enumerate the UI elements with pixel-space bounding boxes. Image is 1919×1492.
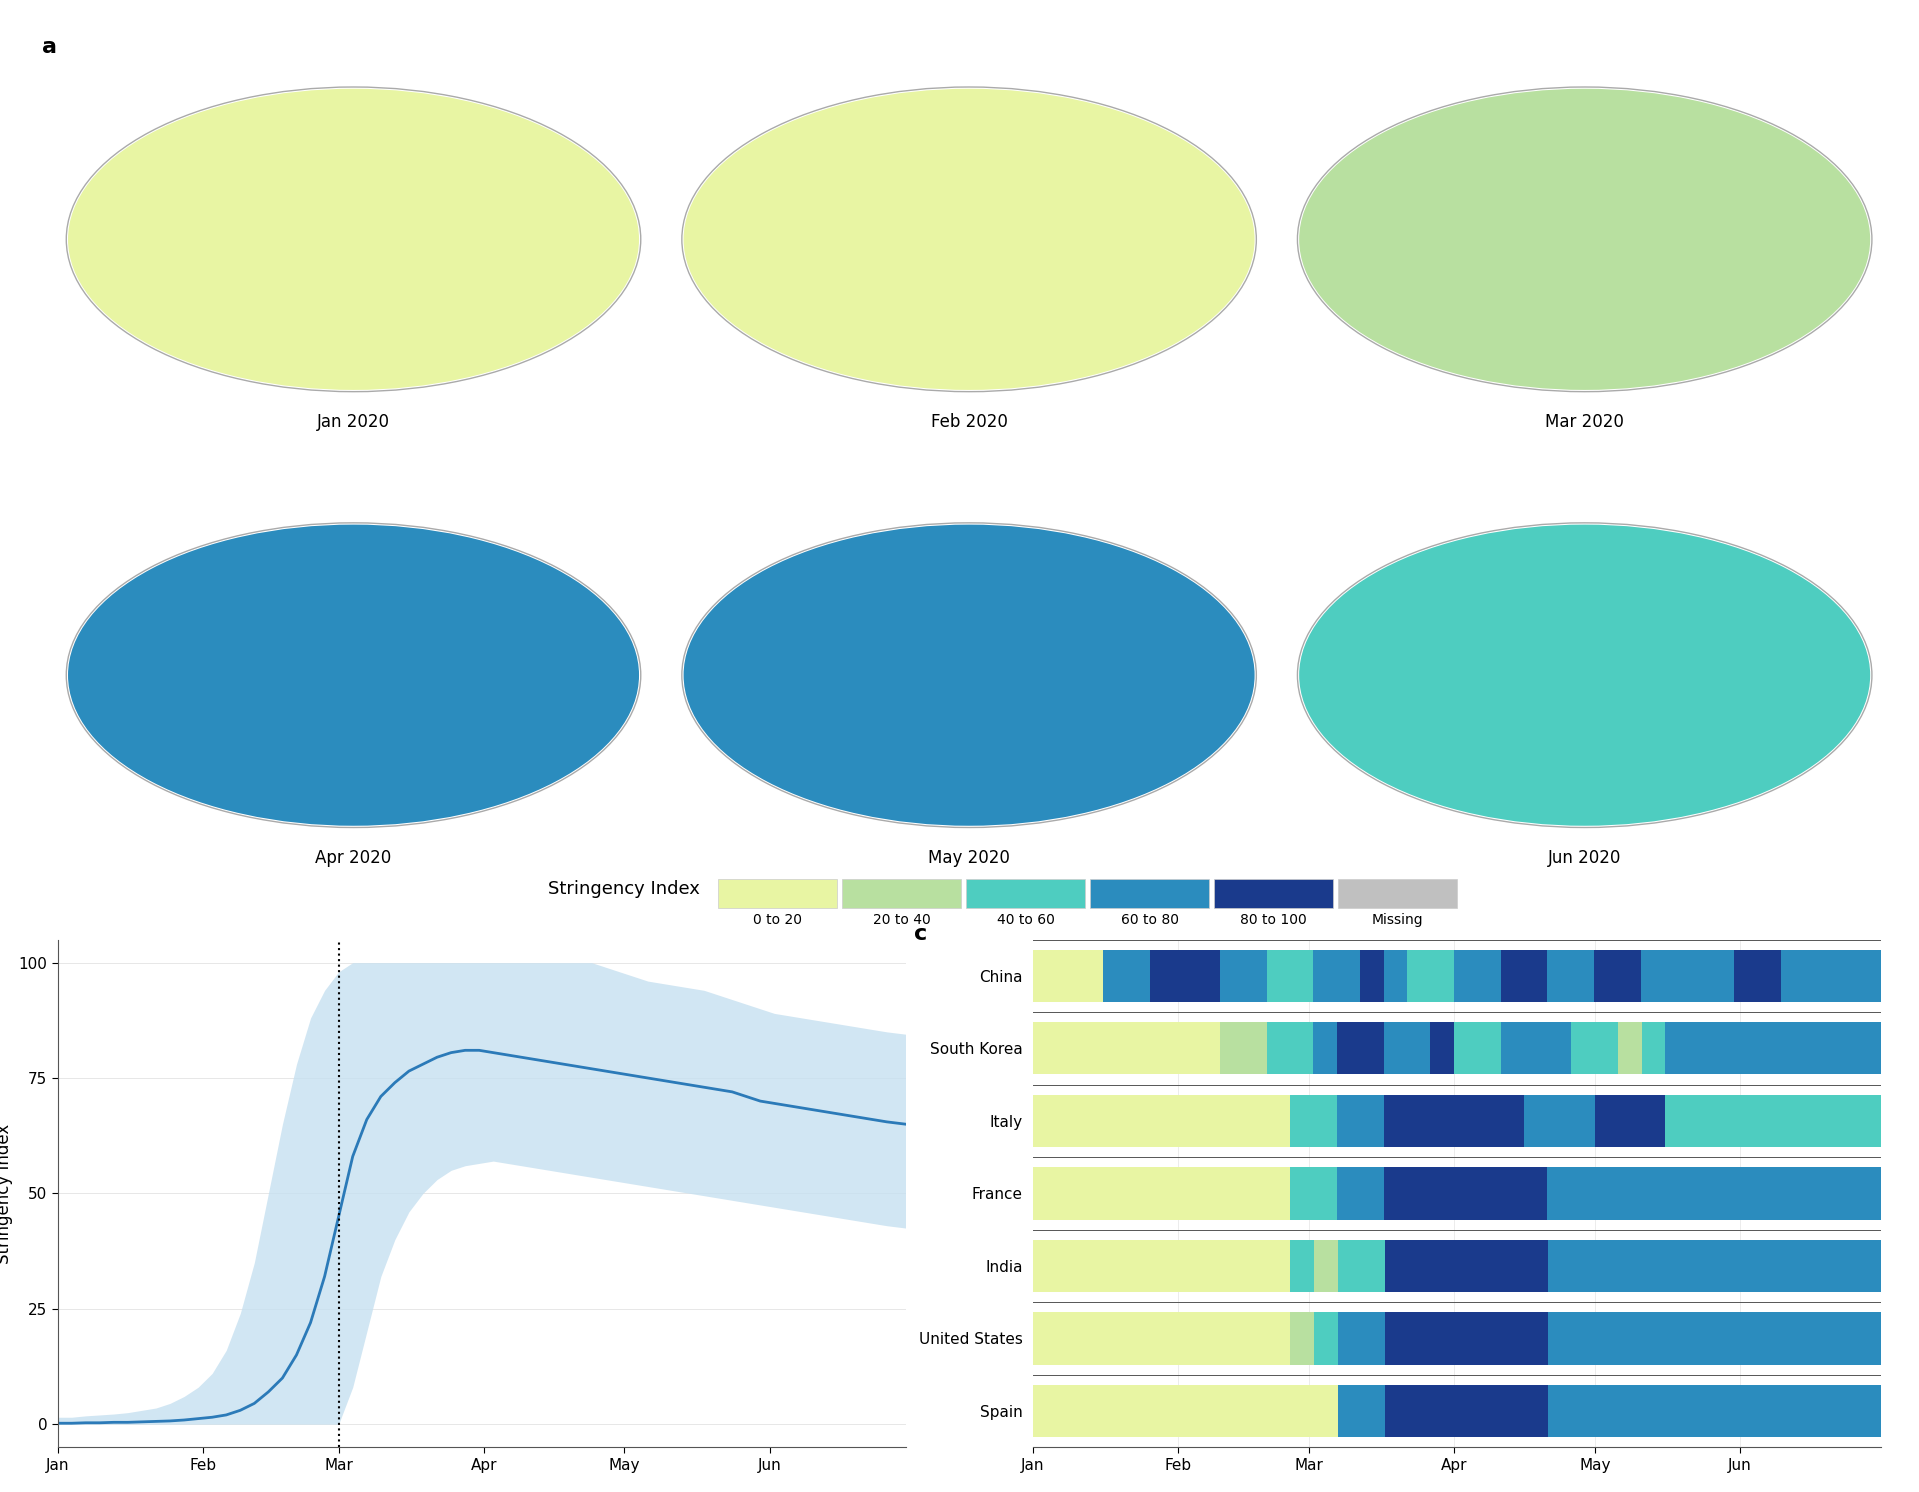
Ellipse shape bbox=[67, 525, 639, 825]
Bar bbox=[1290, 1240, 1315, 1292]
Ellipse shape bbox=[1299, 525, 1871, 825]
Bar bbox=[1032, 1095, 1290, 1147]
Ellipse shape bbox=[683, 525, 1255, 825]
Text: 0 to 20: 0 to 20 bbox=[752, 913, 802, 927]
FancyBboxPatch shape bbox=[1215, 879, 1334, 909]
Text: Mar 2020: Mar 2020 bbox=[1545, 413, 1623, 431]
Text: Missing: Missing bbox=[1372, 913, 1424, 927]
Bar bbox=[1149, 950, 1220, 1003]
Bar bbox=[1501, 950, 1547, 1003]
Bar bbox=[1315, 1313, 1338, 1365]
Bar bbox=[1313, 950, 1361, 1003]
Bar bbox=[1666, 1022, 1881, 1074]
Y-axis label: Stringency Index: Stringency Index bbox=[0, 1123, 13, 1264]
Text: 40 to 60: 40 to 60 bbox=[996, 913, 1055, 927]
FancyBboxPatch shape bbox=[1090, 879, 1209, 909]
Bar bbox=[1338, 1313, 1386, 1365]
Bar bbox=[1549, 1240, 1881, 1292]
Ellipse shape bbox=[67, 88, 639, 389]
Bar bbox=[1315, 1240, 1338, 1292]
Bar bbox=[1384, 1095, 1524, 1147]
Bar bbox=[1386, 1313, 1549, 1365]
Text: Jun 2020: Jun 2020 bbox=[1549, 849, 1622, 867]
Bar bbox=[1547, 950, 1595, 1003]
Bar bbox=[1666, 1095, 1881, 1147]
Bar bbox=[1455, 1022, 1501, 1074]
Text: 20 to 40: 20 to 40 bbox=[873, 913, 931, 927]
Text: 80 to 100: 80 to 100 bbox=[1240, 913, 1307, 927]
Bar bbox=[1267, 950, 1313, 1003]
Bar bbox=[1032, 1167, 1290, 1219]
Bar bbox=[1386, 1385, 1549, 1437]
Bar bbox=[1290, 1095, 1338, 1147]
Bar bbox=[1338, 1095, 1384, 1147]
Bar bbox=[1501, 1022, 1572, 1074]
Bar bbox=[1430, 1022, 1455, 1074]
Bar bbox=[1524, 1095, 1595, 1147]
Bar bbox=[1549, 1313, 1881, 1365]
Bar bbox=[1549, 1385, 1881, 1437]
Text: a: a bbox=[42, 37, 58, 57]
Text: Feb 2020: Feb 2020 bbox=[931, 413, 1007, 431]
Bar bbox=[1641, 1022, 1666, 1074]
Bar bbox=[1032, 1022, 1220, 1074]
Bar bbox=[1290, 1313, 1315, 1365]
Bar bbox=[1338, 1385, 1386, 1437]
Bar bbox=[1313, 1022, 1338, 1074]
Bar bbox=[1338, 1240, 1386, 1292]
Bar bbox=[1455, 950, 1501, 1003]
Bar bbox=[1735, 950, 1781, 1003]
Ellipse shape bbox=[683, 88, 1255, 389]
Text: Jan 2020: Jan 2020 bbox=[317, 413, 390, 431]
Bar bbox=[1103, 950, 1149, 1003]
Bar bbox=[1781, 950, 1881, 1003]
Text: Stringency Index: Stringency Index bbox=[549, 880, 700, 898]
FancyBboxPatch shape bbox=[967, 879, 1084, 909]
Bar bbox=[1290, 1167, 1338, 1219]
Ellipse shape bbox=[1299, 88, 1871, 389]
Bar bbox=[1220, 1022, 1267, 1074]
Bar bbox=[1338, 1167, 1384, 1219]
FancyBboxPatch shape bbox=[842, 879, 961, 909]
Bar bbox=[1572, 1022, 1618, 1074]
Bar bbox=[1386, 1240, 1549, 1292]
Text: Apr 2020: Apr 2020 bbox=[315, 849, 391, 867]
Text: 60 to 80: 60 to 80 bbox=[1121, 913, 1178, 927]
Bar bbox=[1618, 1022, 1641, 1074]
Text: c: c bbox=[913, 925, 927, 944]
Bar bbox=[1595, 1095, 1666, 1147]
Bar bbox=[1220, 950, 1267, 1003]
Bar bbox=[1384, 1167, 1547, 1219]
Bar bbox=[1032, 950, 1103, 1003]
Bar bbox=[1407, 950, 1455, 1003]
FancyBboxPatch shape bbox=[718, 879, 837, 909]
Bar bbox=[1361, 950, 1384, 1003]
Text: May 2020: May 2020 bbox=[929, 849, 1009, 867]
FancyBboxPatch shape bbox=[1338, 879, 1457, 909]
Bar bbox=[1641, 950, 1735, 1003]
Bar bbox=[1338, 1022, 1384, 1074]
Bar bbox=[1032, 1313, 1290, 1365]
Bar bbox=[1032, 1240, 1290, 1292]
Bar bbox=[1384, 1022, 1430, 1074]
Bar bbox=[1032, 1385, 1338, 1437]
Bar bbox=[1267, 1022, 1313, 1074]
Bar bbox=[1384, 950, 1407, 1003]
Bar bbox=[1595, 950, 1641, 1003]
Bar bbox=[1547, 1167, 1881, 1219]
